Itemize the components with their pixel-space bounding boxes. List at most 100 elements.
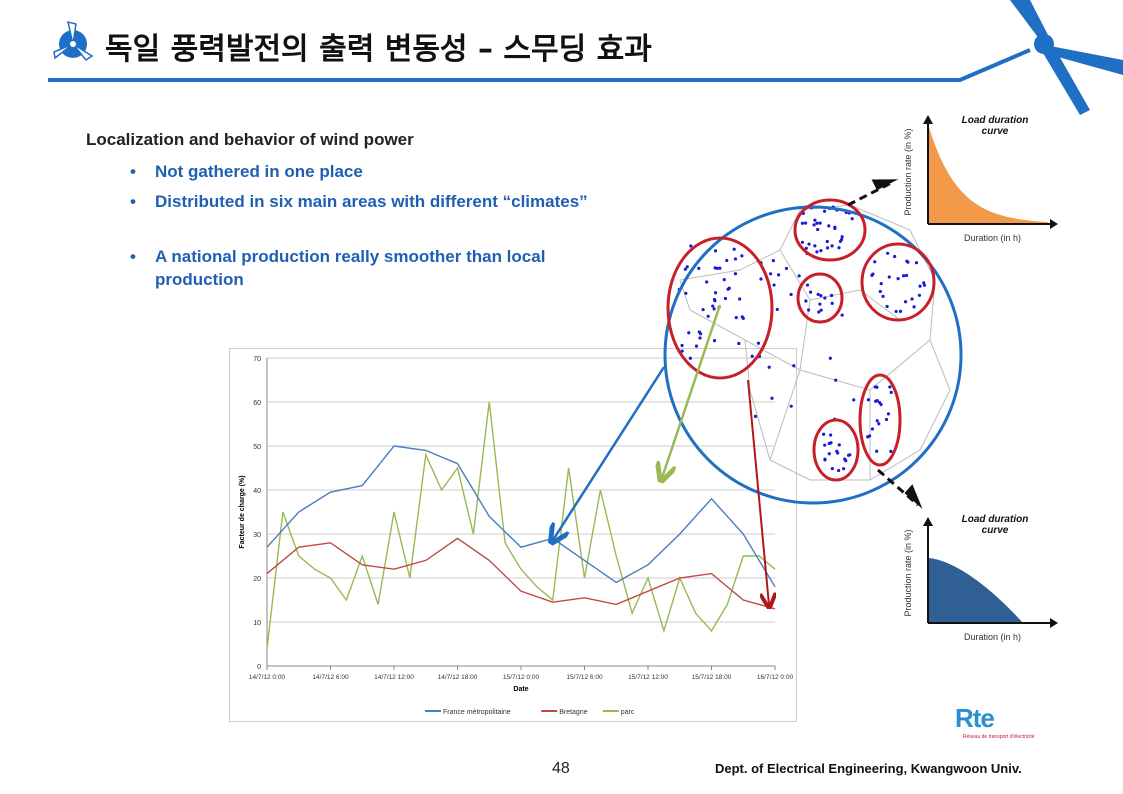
wind-farm-dot [903, 300, 908, 304]
x-tick-label: 15/7/12 12:00 [628, 674, 668, 681]
wind-farm-dot [727, 286, 731, 290]
wind-farm-dot [777, 273, 781, 277]
wind-farm-dot [697, 330, 701, 334]
wind-farm-dot [688, 356, 692, 360]
y-tick-label: 30 [253, 532, 261, 539]
wind-farm-dot [881, 294, 885, 298]
load-duration-curve-bottom: Load duration curve Production rate (in %… [900, 510, 1065, 650]
wind-farm-dot [922, 281, 926, 285]
wind-farm-dot [712, 297, 717, 302]
wind-farm-dot [898, 309, 903, 313]
wind-farm-dot [804, 299, 808, 303]
wind-farm-dot [770, 396, 774, 400]
wind-farm-dot [877, 422, 881, 426]
wind-farm-dot [828, 356, 832, 360]
wind-farm-dot [722, 278, 726, 282]
wind-farm-dot [912, 305, 916, 309]
wind-farm-dot [819, 308, 823, 312]
wind-farm-dot [830, 301, 834, 305]
load-duration-curve-top: Load duration curve Production rate (in %… [900, 112, 1065, 252]
x-tick-label: 14/7/12 18:00 [438, 674, 478, 681]
wind-farm-dot [833, 226, 837, 231]
wind-farm-dot [711, 304, 715, 308]
wind-farm-dot [685, 265, 689, 269]
wind-farm-dot [800, 240, 805, 244]
wind-farm-dot [887, 275, 891, 279]
wind-farm-dot [837, 443, 841, 447]
wind-farm-dot [840, 235, 844, 239]
wind-farm-dot [718, 266, 722, 270]
wind-farm-dot [914, 261, 919, 265]
wind-farm-dot [889, 449, 893, 453]
bullet-item: • A national production really smoother t… [130, 247, 546, 289]
page-number: 48 [552, 760, 570, 777]
y-tick-label: 70 [253, 356, 261, 363]
wind-farm-dot [816, 227, 820, 232]
wind-farm-dot [797, 274, 801, 278]
wind-farm-dot [874, 399, 878, 403]
wind-farm-dot [807, 242, 811, 246]
x-tick-label: 15/7/12 0:00 [503, 674, 540, 681]
wind-farm-dot [825, 239, 829, 244]
wind-farm-dot [823, 443, 827, 447]
wind-farm-dot [713, 291, 718, 295]
header-rule [48, 48, 1031, 82]
wind-farm-dot [894, 309, 898, 314]
wind-farm-dot [822, 209, 827, 213]
wind-turbine-icon [1010, 0, 1123, 115]
x-tick-label: 16/7/12 0:00 [757, 674, 794, 681]
wind-farm-dot [717, 305, 721, 309]
wind-farm-dot [827, 452, 831, 456]
wind-farm-dot [753, 414, 758, 418]
legend-label: parc [621, 709, 635, 716]
region-circles [666, 198, 936, 482]
wind-farm-dot [789, 404, 793, 408]
y-tick-label: 40 [253, 488, 261, 495]
wind-farm-dot [817, 310, 821, 314]
wind-farm-dot [885, 304, 889, 309]
wind-farm-dot [819, 249, 823, 253]
wind-farm-dot [713, 249, 718, 253]
wind-farm-dot [818, 302, 822, 306]
wind-farm-dot [830, 466, 834, 471]
x-tick-label: 14/7/12 0:00 [249, 674, 286, 681]
wind-farm-dot [875, 449, 879, 453]
wind-farm-dot [803, 221, 808, 225]
series-line-bretagne [266, 537, 776, 610]
wind-farm-dot [870, 427, 875, 431]
wind-farm-dot [815, 250, 819, 254]
ldc-title: Load duration [961, 514, 1029, 525]
y-tick-label: 0 [257, 664, 261, 671]
bullet-item: • Not gathered in one place [130, 162, 363, 181]
wind-farm-dot [870, 273, 874, 277]
wind-farm-dot [715, 266, 719, 270]
y-tick-label: 50 [253, 444, 261, 451]
y-axis-label: Facteur de charge (%) [239, 475, 246, 548]
wind-farm-dot [819, 294, 823, 298]
wind-farm-dot [827, 224, 831, 228]
ldc-title: curve [981, 126, 1009, 137]
wind-farm-dot [698, 336, 702, 340]
wind-farm-dot [712, 339, 717, 343]
wind-farm-dot [879, 282, 883, 286]
wind-farm-dot [771, 258, 775, 263]
wind-farm-dot [813, 244, 817, 248]
ldc-title: Load duration [961, 115, 1029, 126]
wind-farm-dot [705, 280, 709, 284]
wind-farm-dot [689, 244, 693, 248]
wind-farm-dot [823, 457, 827, 461]
wind-farm-dot [706, 314, 710, 318]
wind-farm-dot [835, 449, 839, 453]
x-tick-label: 14/7/12 6:00 [312, 674, 349, 681]
rte-logo-text: Rte [955, 703, 995, 733]
wind-farm-dot [829, 441, 833, 445]
wind-farm-dot [901, 274, 906, 278]
wind-farm-dot [829, 433, 833, 437]
wind-farm-dot [875, 385, 879, 389]
wind-farm-dot [837, 468, 841, 473]
wind-farm-dot [917, 293, 922, 297]
ldc-ylabel: Production rate (in %) [903, 128, 913, 216]
wind-farm-dot [886, 412, 891, 416]
x-axis-label: Date [513, 686, 528, 693]
wind-farm-dot [807, 308, 811, 312]
